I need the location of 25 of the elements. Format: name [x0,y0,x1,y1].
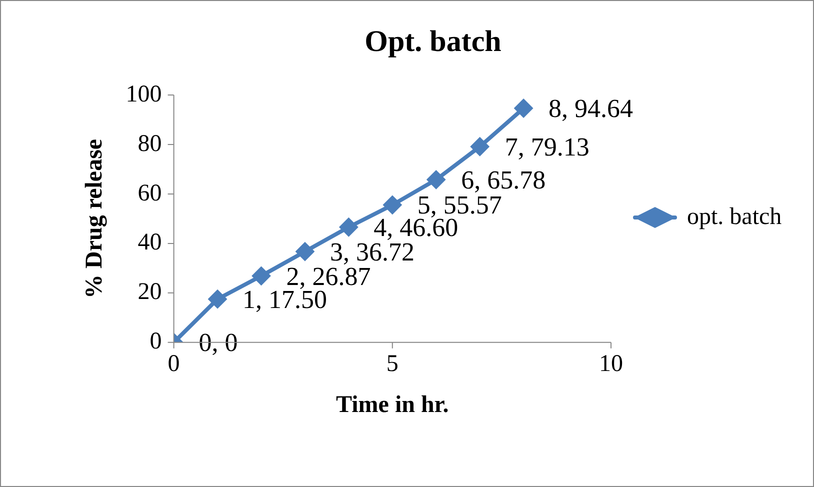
data-label: 7, 79.13 [504,132,590,162]
legend-label: opt. batch [687,204,782,230]
x-tick-label: 5 [386,351,398,378]
x-axis-title: Time in hr. [336,392,449,418]
y-tick-label: 100 [126,81,162,108]
x-tick-label: 10 [599,351,623,378]
point [339,218,358,237]
point [426,170,446,190]
y-tick-label: 80 [138,130,162,157]
x-tick-label: 0 [168,351,180,378]
point [382,195,402,214]
point [295,242,314,262]
y-tick-label: 0 [150,328,162,355]
y-tick-label: 60 [138,180,162,206]
data-label: 0, 0 [198,328,238,358]
point [208,290,228,309]
y-tick-label: 20 [138,279,162,306]
point [470,137,490,156]
point [252,266,271,286]
y-axis-title: % Drug release [82,138,108,298]
data-label: 6, 65.78 [461,165,546,194]
y-tick-label: 40 [138,230,162,256]
point [514,98,534,118]
data-label: 8, 94.64 [548,94,634,124]
chart-title: Opt. batch [364,24,502,58]
